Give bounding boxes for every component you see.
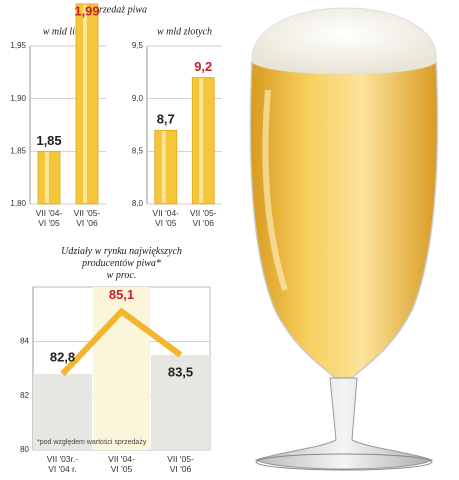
figure-title: Sprzedaż piwa	[89, 4, 147, 15]
value-label: 83,5	[168, 364, 193, 379]
chart-title: Udziały w rynku największych producentów …	[61, 246, 182, 281]
y-tick-label: 1,95	[10, 41, 26, 50]
value-label: 82,8	[50, 349, 75, 364]
value-label: 8,7	[157, 112, 175, 127]
y-tick-label: 9,0	[132, 94, 144, 103]
y-tick-label: 1,85	[10, 146, 26, 155]
bar-highlight	[199, 78, 204, 203]
line	[60, 307, 183, 376]
x-tick-label: VII '04-VI '05	[108, 454, 135, 474]
bar-highlight	[45, 152, 49, 203]
y-tick-label: 8,5	[132, 146, 144, 155]
value-label: 1,99	[74, 3, 99, 18]
y-tick-label: 8,0	[132, 199, 144, 208]
y-tick-label: 82	[20, 391, 29, 400]
annotation: *pod względem wartości sprzedaży	[37, 439, 147, 446]
bar-highlight	[83, 4, 87, 203]
chart-title: w mld litrów	[43, 26, 94, 37]
y-tick-label: 9,5	[132, 41, 144, 50]
x-tick-label: VII '05-VI '06	[74, 208, 101, 228]
x-tick-label: VII '04-VI '05	[36, 208, 63, 228]
y-tick-label: 84	[20, 336, 29, 345]
x-tick-label: VII '04-VI '05	[152, 208, 179, 228]
x-tick-label: VII '03r.-VI '04 r.	[47, 454, 79, 474]
value-label: 9,2	[194, 59, 212, 74]
x-tick-label: VII '05-VI '06	[190, 208, 217, 228]
y-tick-label: 1,90	[10, 94, 26, 103]
x-tick-label: VII '05-VI '06	[167, 454, 194, 474]
chart-title: w mld złotych	[157, 26, 212, 37]
value-band	[151, 354, 210, 450]
y-tick-label: 1,80	[10, 199, 26, 208]
y-tick-label: 80	[20, 445, 29, 454]
beer-glass	[249, 7, 439, 471]
value-label: 1,85	[36, 133, 61, 148]
value-band	[33, 373, 92, 450]
value-label: 85,1	[109, 287, 134, 302]
bar-highlight	[161, 131, 166, 203]
